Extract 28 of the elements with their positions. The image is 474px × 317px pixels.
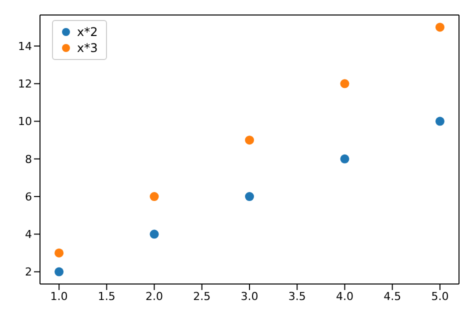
x-tick-label: 5.0 [431, 290, 449, 303]
x-tick-label: 2.0 [146, 290, 164, 303]
point [150, 192, 159, 202]
y-tick-label: 10 [18, 115, 32, 128]
x-tick-label: 3.0 [240, 290, 258, 303]
x-tick-label: 4.5 [384, 290, 402, 303]
point [435, 22, 444, 32]
point [54, 267, 64, 276]
y-tick-label: 4 [25, 228, 32, 242]
y-tick-label: 14 [18, 40, 32, 53]
x-tick-label: 1.5 [98, 290, 116, 303]
point [150, 230, 159, 239]
point [435, 116, 444, 126]
x-tick-label: 3.5 [288, 290, 306, 303]
x-tick-label: 2.5 [193, 290, 211, 303]
x-tick-label: 4.0 [336, 290, 354, 303]
point [244, 192, 254, 202]
legend-label: x*3 [77, 40, 98, 56]
y-tick-label: 6 [25, 190, 32, 204]
legend-label: x*2 [77, 24, 98, 40]
point [54, 248, 64, 258]
y-tick-label: 12 [18, 78, 32, 91]
point [244, 136, 254, 145]
point [340, 79, 350, 88]
point [340, 154, 350, 164]
y-tick-label: 8 [25, 152, 32, 166]
x-tick-label: 1.0 [50, 290, 68, 303]
y-tick-label: 2 [25, 266, 32, 279]
